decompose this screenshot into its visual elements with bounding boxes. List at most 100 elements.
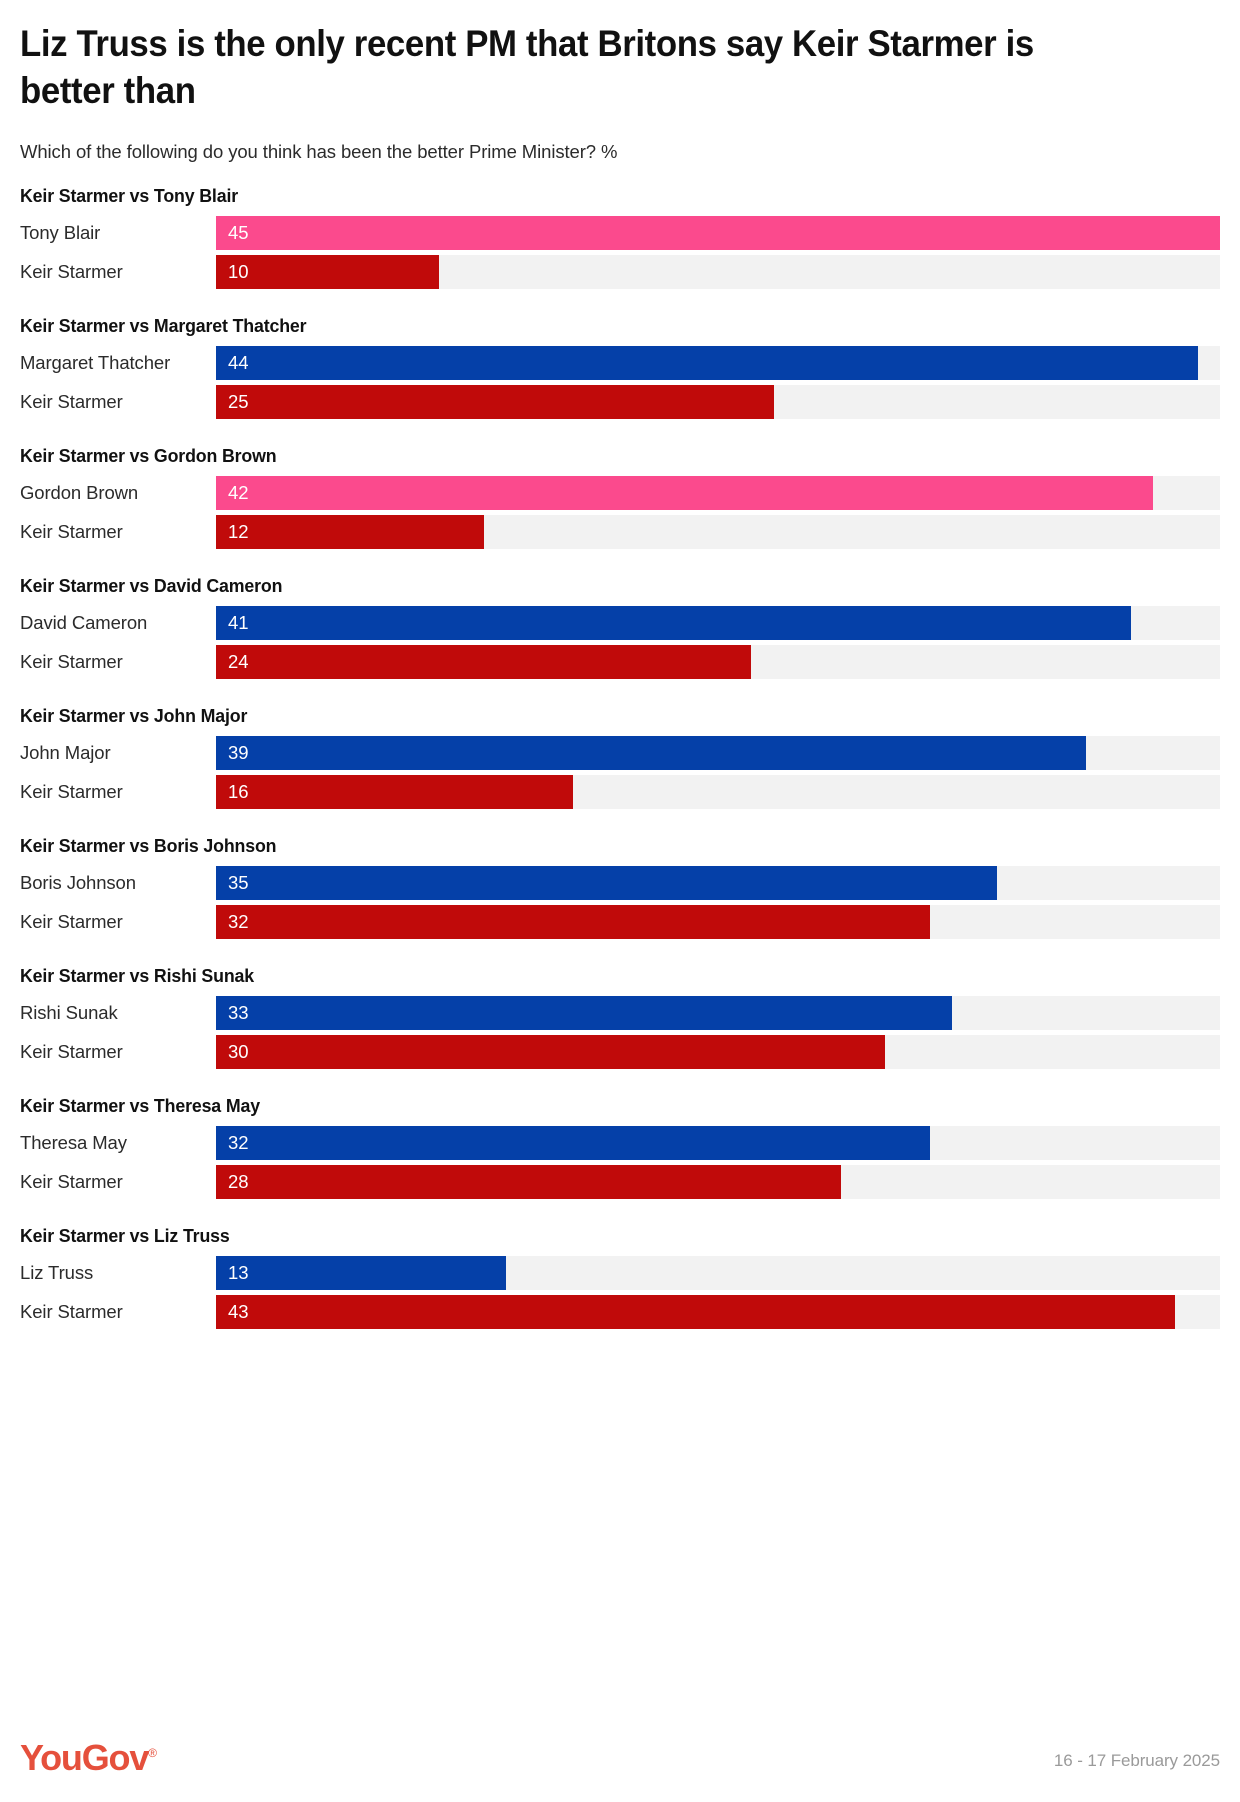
bar-track: 10 bbox=[216, 254, 1220, 289]
bar-value: 32 bbox=[228, 1131, 249, 1153]
bar-row: Keir Starmer 10 bbox=[20, 254, 1220, 289]
bar-label: Theresa May bbox=[20, 1131, 127, 1153]
chart-group-title: Keir Starmer vs Theresa May bbox=[20, 1094, 260, 1116]
bar-fill: 16 bbox=[216, 774, 573, 809]
bar-track: 41 bbox=[216, 605, 1220, 640]
bar-fill: 39 bbox=[216, 735, 1087, 770]
yougov-logo: YouGov® bbox=[20, 1737, 157, 1778]
bar-track: 24 bbox=[216, 644, 1220, 679]
bar-value: 30 bbox=[228, 1040, 249, 1062]
bar-value: 33 bbox=[228, 1001, 249, 1023]
chart-group-title: Keir Starmer vs Boris Johnson bbox=[20, 834, 277, 856]
bar-row: Keir Starmer 43 bbox=[20, 1294, 1220, 1329]
bar-row: Keir Starmer 28 bbox=[20, 1164, 1220, 1199]
bar-row: Theresa May 32 bbox=[20, 1125, 1220, 1160]
bar-label: Gordon Brown bbox=[20, 481, 139, 503]
bar-track: 28 bbox=[216, 1164, 1220, 1199]
bar-label: Boris Johnson bbox=[20, 871, 136, 893]
yougov-logo-text: YouGov bbox=[20, 1737, 149, 1778]
chart-group: Keir Starmer vs Gordon Brown Gordon Brown… bbox=[20, 445, 1220, 549]
bar-track: 39 bbox=[216, 735, 1220, 770]
bar-fill: 28 bbox=[216, 1164, 841, 1199]
bar-label: John Major bbox=[20, 741, 111, 763]
chart-group: Keir Starmer vs Tony Blair Tony Blair 45 Ke… bbox=[20, 185, 1220, 289]
bar-value: 16 bbox=[228, 780, 249, 802]
chart-group: Keir Starmer vs Rishi Sunak Rishi Sunak 33… bbox=[20, 965, 1220, 1069]
bar-value: 45 bbox=[228, 221, 249, 243]
chart-group-title: Keir Starmer vs Rishi Sunak bbox=[20, 964, 254, 986]
chart-group-title: Keir Starmer vs John Major bbox=[20, 704, 248, 726]
chart-group-title: Keir Starmer vs Tony Blair bbox=[20, 184, 239, 206]
bar-label: Keir Starmer bbox=[20, 1170, 123, 1192]
bar-fill: 44 bbox=[216, 345, 1198, 380]
bar-track: 32 bbox=[216, 904, 1220, 939]
chart-group-title: Keir Starmer vs Margaret Thatcher bbox=[20, 314, 307, 336]
bar-track: 43 bbox=[216, 1294, 1220, 1329]
bar-label: Keir Starmer bbox=[20, 1300, 123, 1322]
page-title: Liz Truss is the only recent PM that Bri… bbox=[20, 23, 1034, 112]
footer: YouGov® 16 - 17 February 2025 bbox=[20, 1740, 1220, 1776]
bar-label: Keir Starmer bbox=[20, 260, 123, 282]
bar-track: 12 bbox=[216, 514, 1220, 549]
bar-track: 30 bbox=[216, 1034, 1220, 1069]
bar-value: 24 bbox=[228, 650, 249, 672]
bar-fill: 42 bbox=[216, 475, 1154, 510]
bar-fill: 25 bbox=[216, 384, 774, 419]
fieldwork-date: 16 - 17 February 2025 bbox=[1053, 1751, 1220, 1770]
bar-fill: 45 bbox=[216, 215, 1220, 250]
bar-value: 43 bbox=[228, 1300, 249, 1322]
bar-label: Keir Starmer bbox=[20, 780, 123, 802]
bar-row: Keir Starmer 12 bbox=[20, 514, 1220, 549]
chart-subtitle: Which of the following do you think has … bbox=[20, 140, 618, 162]
bar-fill: 32 bbox=[216, 904, 930, 939]
bar-fill: 35 bbox=[216, 865, 997, 900]
bar-track: 25 bbox=[216, 384, 1220, 419]
bar-value: 25 bbox=[228, 390, 249, 412]
bar-fill: 41 bbox=[216, 605, 1131, 640]
bar-row: Boris Johnson 35 bbox=[20, 865, 1220, 900]
chart-group: Keir Starmer vs Margaret Thatcher Margare… bbox=[20, 315, 1220, 419]
bar-row: Keir Starmer 25 bbox=[20, 384, 1220, 419]
bar-label: Keir Starmer bbox=[20, 910, 123, 932]
bar-label: Liz Truss bbox=[20, 1261, 94, 1283]
bar-track: 13 bbox=[216, 1255, 1220, 1290]
bar-row: Tony Blair 45 bbox=[20, 215, 1220, 250]
bar-track: 42 bbox=[216, 475, 1220, 510]
bar-row: Liz Truss 13 bbox=[20, 1255, 1220, 1290]
bar-fill: 24 bbox=[216, 644, 752, 679]
bar-fill: 30 bbox=[216, 1034, 886, 1069]
bar-row: Margaret Thatcher 44 bbox=[20, 345, 1220, 380]
bar-value: 39 bbox=[228, 741, 249, 763]
bar-row: Keir Starmer 32 bbox=[20, 904, 1220, 939]
registered-mark: ® bbox=[148, 1746, 157, 1760]
chart-group: Keir Starmer vs David Cameron David Camer… bbox=[20, 575, 1220, 679]
bar-track: 32 bbox=[216, 1125, 1220, 1160]
bar-fill: 13 bbox=[216, 1255, 507, 1290]
bar-fill: 43 bbox=[216, 1294, 1176, 1329]
bar-fill: 32 bbox=[216, 1125, 930, 1160]
bar-label: Keir Starmer bbox=[20, 390, 123, 412]
bar-value: 35 bbox=[228, 871, 249, 893]
bar-label: Keir Starmer bbox=[20, 650, 123, 672]
bar-label: Keir Starmer bbox=[20, 520, 123, 542]
bar-value: 28 bbox=[228, 1170, 249, 1192]
bar-value: 10 bbox=[228, 260, 249, 282]
chart-groups: Keir Starmer vs Tony Blair Tony Blair 45 Ke… bbox=[20, 185, 1220, 1329]
bar-track: 16 bbox=[216, 774, 1220, 809]
bar-track: 33 bbox=[216, 995, 1220, 1030]
bar-row: Keir Starmer 16 bbox=[20, 774, 1220, 809]
chart-group-title: Keir Starmer vs Liz Truss bbox=[20, 1224, 230, 1246]
chart-group: Keir Starmer vs Boris Johnson Boris Johns… bbox=[20, 835, 1220, 939]
bar-row: Keir Starmer 30 bbox=[20, 1034, 1220, 1069]
bar-track: 35 bbox=[216, 865, 1220, 900]
bar-label: Keir Starmer bbox=[20, 1040, 123, 1062]
bar-fill: 33 bbox=[216, 995, 953, 1030]
bar-row: Rishi Sunak 33 bbox=[20, 995, 1220, 1030]
chart-group-title: Keir Starmer vs David Cameron bbox=[20, 574, 283, 596]
bar-row: David Cameron 41 bbox=[20, 605, 1220, 640]
bar-value: 32 bbox=[228, 910, 249, 932]
bar-row: John Major 39 bbox=[20, 735, 1220, 770]
bar-label: Rishi Sunak bbox=[20, 1001, 118, 1023]
bar-row: Keir Starmer 24 bbox=[20, 644, 1220, 679]
